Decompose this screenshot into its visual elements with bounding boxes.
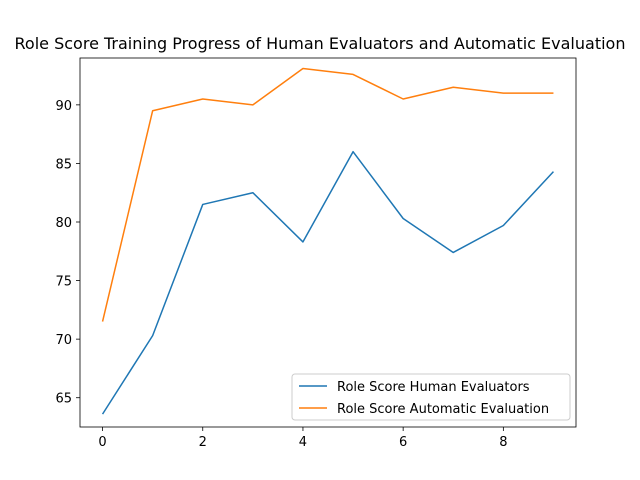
chart-title: Role Score Training Progress of Human Ev… xyxy=(15,34,626,53)
x-tick-label: 8 xyxy=(499,435,507,450)
legend-box xyxy=(291,373,571,421)
y-tick-label: 75 xyxy=(55,275,72,290)
legend: Role Score Human Evaluators Role Score Au… xyxy=(291,373,571,421)
axes-layer: 0 2 4 6 8 65 70 75 80 85 90 xyxy=(55,57,577,450)
series-layer xyxy=(101,67,554,415)
y-tick-label: 80 xyxy=(55,216,72,231)
x-tick-label: 4 xyxy=(299,435,307,450)
x-tick-label: 2 xyxy=(199,435,207,450)
x-tick-label: 6 xyxy=(399,435,407,450)
series-line-1 xyxy=(101,150,554,415)
y-tick-label: 85 xyxy=(55,157,72,172)
y-tick-label: 70 xyxy=(55,333,72,348)
y-tick-label: 65 xyxy=(55,392,72,407)
series-line-2 xyxy=(101,67,554,322)
plot-frame xyxy=(79,57,577,428)
legend-entry-2: Role Score Automatic Evaluation xyxy=(337,402,549,417)
x-tick-label: 0 xyxy=(98,435,106,450)
legend-entry-1: Role Score Human Evaluators xyxy=(337,380,530,395)
y-tick-label: 90 xyxy=(55,99,72,114)
